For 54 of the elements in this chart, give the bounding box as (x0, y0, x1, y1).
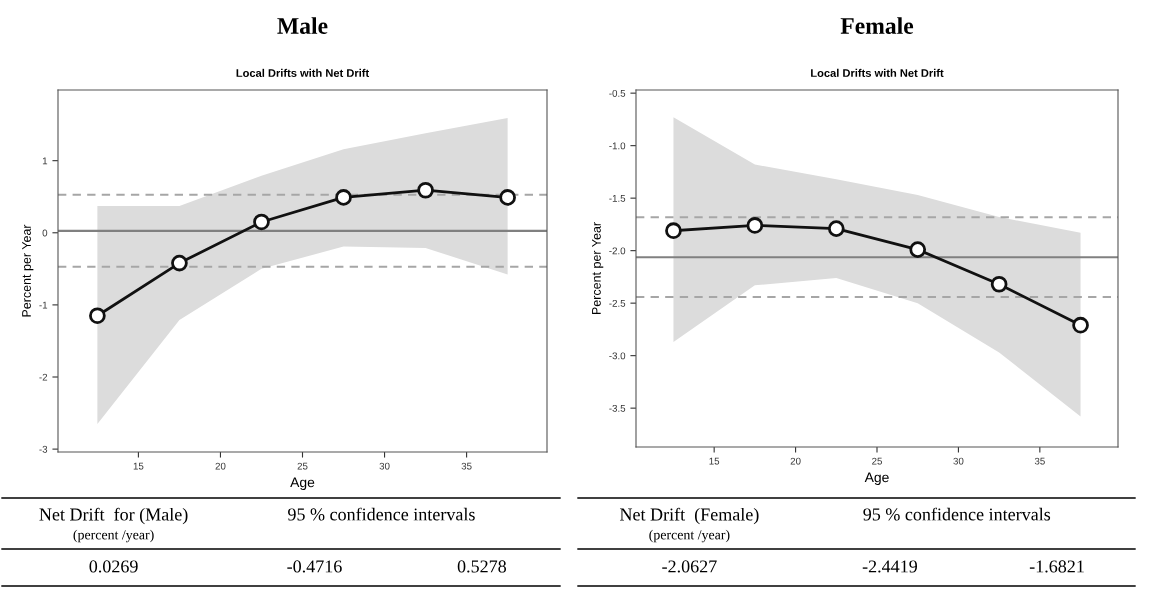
y-tick-label: -1 (39, 301, 48, 309)
point (89, 307, 106, 325)
point (499, 189, 516, 206)
point (171, 254, 188, 272)
y-tick-label: 0 (42, 229, 48, 237)
x-tick-label: 25 (872, 457, 882, 465)
y-tick-label: -2 (39, 373, 48, 381)
text: 95 % confidence intervals (288, 507, 475, 521)
y-tick-label: -2.5 (609, 299, 626, 307)
y-tick-label: -0.5 (609, 89, 626, 97)
text: -1.6821 (1029, 560, 1084, 573)
text: 95 % confidence intervals (863, 507, 1051, 521)
text: 0.0269 (89, 560, 138, 573)
x-tick-label: 15 (133, 462, 144, 470)
chart-title: Female (840, 17, 914, 34)
point (990, 275, 1008, 293)
point (665, 222, 682, 240)
x-tick-label: 20 (790, 457, 801, 465)
y-axis-title: Percent per Year (22, 224, 34, 317)
y-tick-label: -2.0 (609, 247, 626, 255)
x-tick-label: 30 (953, 457, 964, 465)
x-axis-title: Age (864, 472, 889, 485)
chart-subtitle: Local Drifts with Net Drift (236, 68, 370, 77)
text: -2.0627 (662, 560, 717, 573)
y-tick-label: -1.0 (609, 142, 626, 150)
x-axis-title: Age (290, 477, 315, 490)
point (417, 181, 434, 199)
x-tick-label: 35 (1034, 457, 1045, 465)
point (1072, 316, 1089, 334)
text: (percent /year) (73, 529, 154, 543)
x-tick-label: 30 (379, 462, 390, 470)
y-tick-label: -3 (39, 445, 48, 453)
x-tick-label: 25 (297, 462, 308, 470)
text: (percent /year) (649, 529, 730, 543)
point (827, 220, 845, 237)
x-tick-label: 20 (215, 462, 226, 470)
y-tick-label: 1 (42, 157, 48, 165)
point (746, 217, 764, 234)
chart-title: Male (277, 17, 328, 34)
y-axis-title: Percent per Year (592, 222, 604, 315)
point (909, 241, 927, 258)
text: 0.5278 (457, 560, 507, 573)
text: Net Drift (Female) (619, 507, 759, 525)
x-tick-label: 35 (461, 462, 472, 470)
x-tick-label: 15 (709, 457, 720, 465)
y-tick-label: -1.5 (609, 194, 626, 202)
text: -0.4716 (287, 560, 342, 573)
text: -2.4419 (862, 560, 918, 573)
chart-subtitle: Local Drifts with Net Drift (811, 68, 944, 77)
point (253, 213, 270, 231)
text: Net Drift for (Male) (39, 507, 188, 525)
point (335, 189, 352, 206)
y-tick-label: -3.0 (609, 352, 626, 360)
y-tick-label: -3.5 (609, 404, 626, 412)
